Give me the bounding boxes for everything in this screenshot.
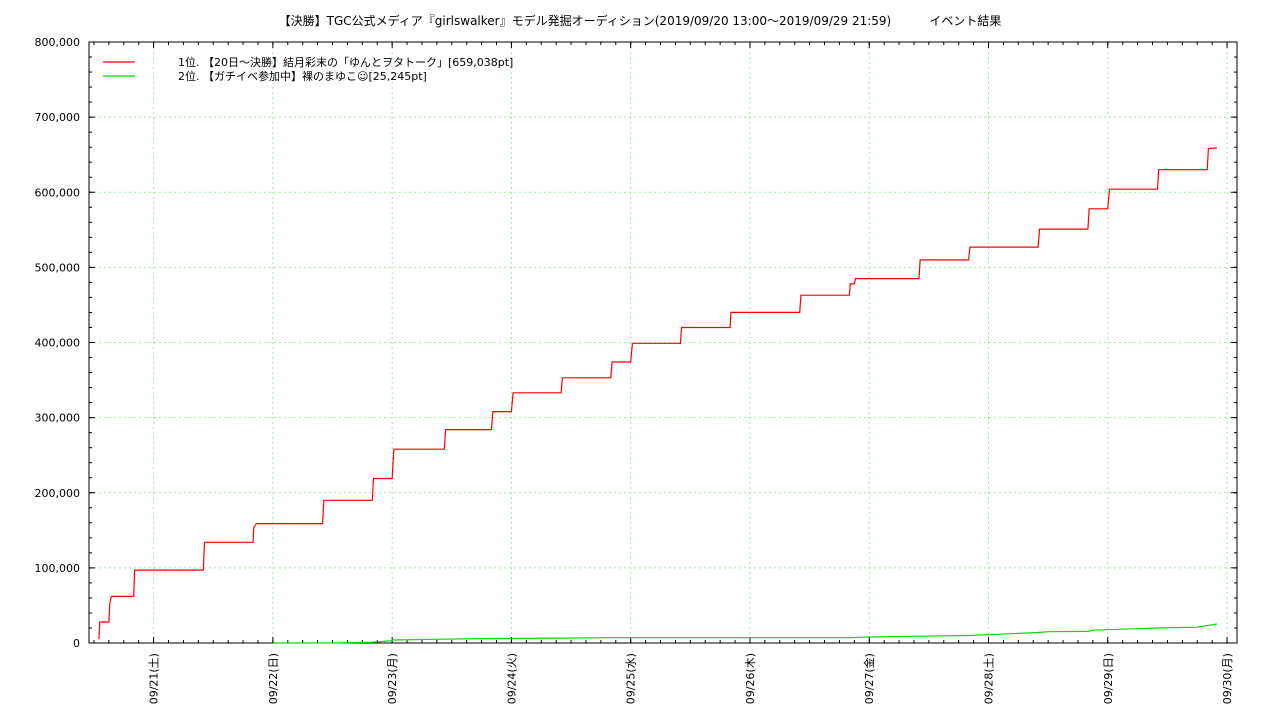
x-tick-label: 09/30(月) (1221, 653, 1234, 704)
x-tick-label: 09/23(月) (386, 653, 399, 704)
x-tick-label: 09/27(金) (862, 653, 876, 704)
x-tick-label: 09/28(土) (983, 653, 996, 704)
axes: 0 100,000 200,000 300,000 400,000 500,000 600,… (35, 36, 1238, 704)
y-tick-label: 400,000 (35, 337, 81, 350)
x-tick-label: 09/25(水) (625, 653, 638, 704)
y-tick-label: 800,000 (35, 36, 81, 49)
y-tick-label: 300,000 (35, 412, 81, 425)
series-line-2 (272, 623, 1218, 644)
y-tick-label: 600,000 (35, 186, 81, 199)
legend-label-2: 2位. 【ガチイベ参加中】裸のまゆこ☺[25,245pt] (178, 69, 427, 83)
y-tick-label: 700,000 (35, 111, 81, 124)
x-tick-label: 09/24(火) (505, 653, 518, 704)
x-tick-label: 09/21(土) (148, 653, 161, 704)
legend: 1位. 【20日～決勝】結月彩末の「ゆんとヲタトーク」[659,038pt]2位… (103, 55, 513, 83)
x-tick-label: 09/22(日) (267, 653, 280, 704)
y-tick-label: 0 (73, 637, 80, 650)
x-tick-label: 09/26(木) (744, 653, 757, 704)
legend-label-1: 1位. 【20日～決勝】結月彩末の「ゆんとヲタトーク」[659,038pt] (178, 55, 513, 69)
y-tick-label: 200,000 (35, 487, 81, 500)
series-line-1 (98, 147, 1218, 640)
grid-lines (89, 42, 1237, 643)
plot-frame (88, 41, 1238, 644)
chart-title: 【決勝】TGC公式メディア『girlswalker』モデル発掘オーディション(2… (278, 14, 1002, 28)
x-tick-label: 09/29(日) (1102, 653, 1115, 704)
y-tick-label: 100,000 (35, 562, 81, 575)
y-tick-label: 500,000 (35, 261, 81, 274)
series-lines (98, 147, 1218, 644)
